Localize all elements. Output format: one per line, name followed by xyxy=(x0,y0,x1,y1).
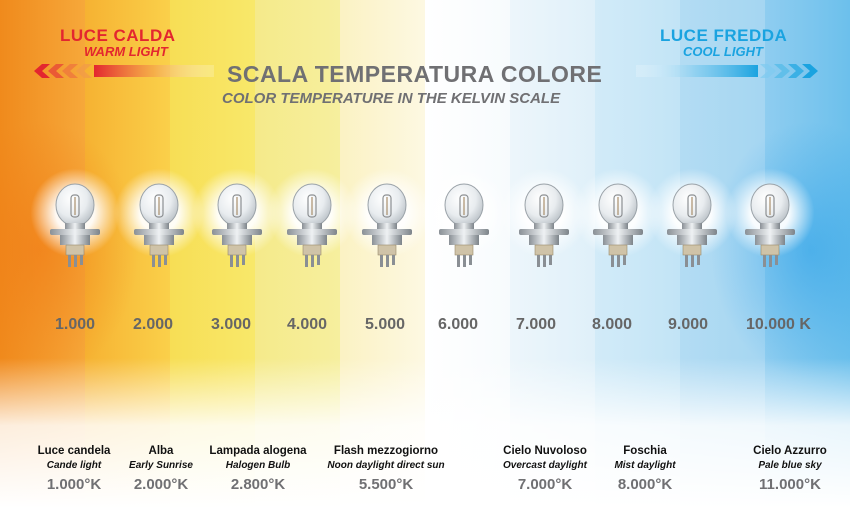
warm-light-title: LUCE CALDA xyxy=(60,26,176,45)
source-english-name: Early Sunrise xyxy=(129,460,193,471)
source-name: Lampada alogena xyxy=(209,445,307,457)
kelvin-value: 10.000 K xyxy=(746,316,811,333)
source-name: Flash mezzogiorno xyxy=(333,445,439,457)
source-kelvin: 11.000°K xyxy=(759,476,821,493)
source-english-name: Halogen Bulb xyxy=(225,460,291,471)
halogen-bulb-icon xyxy=(437,183,491,269)
source-kelvin: 2.000°K xyxy=(133,476,189,493)
source-kelvin: 7.000°K xyxy=(517,476,573,493)
kelvin-value: 9.000 xyxy=(668,316,709,333)
halogen-bulb-icon xyxy=(285,183,339,269)
halogen-bulb-icon xyxy=(517,183,571,269)
kelvin-value: 3.000 xyxy=(211,316,252,333)
source-name: Alba xyxy=(148,445,174,457)
source-kelvin: 8.000°K xyxy=(617,476,673,493)
halogen-bulb-icon xyxy=(665,183,719,269)
source-english-name: Noon daylight direct sun xyxy=(327,460,445,471)
source-english-name: Cande light xyxy=(46,460,102,471)
kelvin-value: 5.000 xyxy=(365,316,406,333)
halogen-bulb-icon xyxy=(48,183,102,269)
source-english-name: Overcast daylight xyxy=(503,460,587,471)
kelvin-value: 8.000 xyxy=(592,316,633,333)
cool-light-title: LUCE FREDDA xyxy=(660,26,788,45)
source-name: Cielo Azzurro xyxy=(753,445,827,457)
right-arrows-icon xyxy=(636,64,818,78)
main-title: SCALA TEMPERATURA COLORE xyxy=(227,61,603,87)
source-english-name: Pale blue sky xyxy=(758,460,822,471)
cool-light-subtitle: COOL LIGHT xyxy=(683,44,763,59)
source-english-name: Mist daylight xyxy=(614,460,676,471)
source-kelvin: 2.800°K xyxy=(230,476,286,493)
halogen-bulb-icon xyxy=(210,183,264,269)
source-kelvin: 1.000°K xyxy=(46,476,102,493)
halogen-bulb-icon xyxy=(743,183,797,269)
bottom-fade xyxy=(0,358,850,508)
source-name: Cielo Nuvoloso xyxy=(503,445,587,457)
source-kelvin: 5.500°K xyxy=(358,476,414,493)
kelvin-value: 7.000 xyxy=(516,316,557,333)
kelvin-value: 4.000 xyxy=(287,316,328,333)
warm-light-subtitle: WARM LIGHT xyxy=(84,44,168,59)
halogen-bulb-icon xyxy=(360,183,414,269)
source-name: Luce candela xyxy=(37,445,111,457)
halogen-bulb-icon xyxy=(591,183,645,269)
kelvin-value: 1.000 xyxy=(55,316,96,333)
kelvin-subtitle: COLOR TEMPERATURE IN THE KELVIN SCALE xyxy=(222,90,561,107)
left-arrows-icon xyxy=(34,64,214,78)
source-name: Foschia xyxy=(623,445,667,457)
halogen-bulb-icon xyxy=(132,183,186,269)
kelvin-value: 6.000 xyxy=(438,316,479,333)
kelvin-value: 2.000 xyxy=(133,316,174,333)
